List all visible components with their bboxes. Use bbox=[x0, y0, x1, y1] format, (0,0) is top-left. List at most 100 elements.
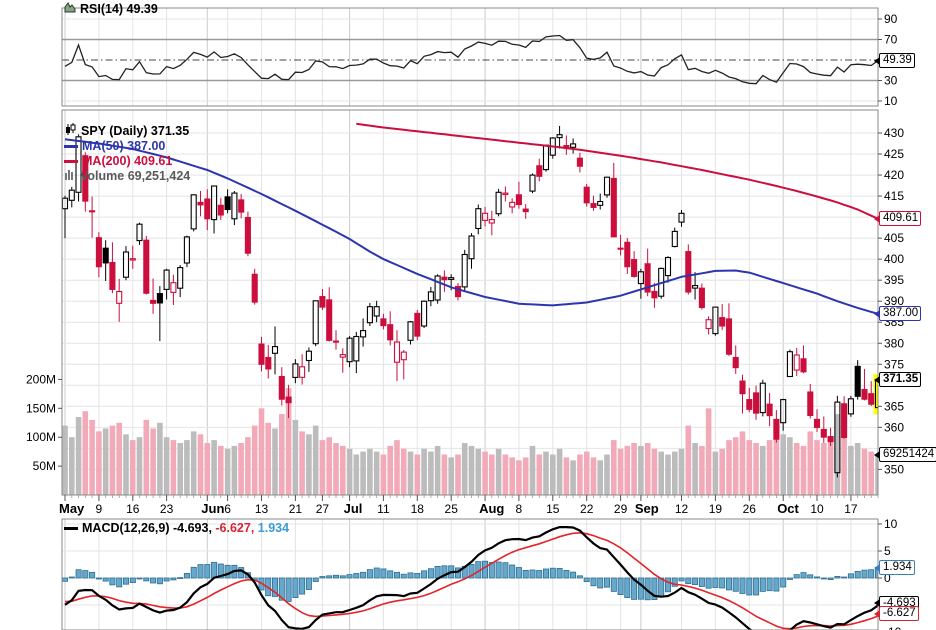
volume-bar bbox=[861, 448, 868, 495]
candle bbox=[664, 256, 672, 277]
volume-bar bbox=[841, 437, 847, 495]
candle bbox=[68, 189, 75, 201]
volume-bar bbox=[760, 445, 766, 495]
candle bbox=[360, 330, 367, 338]
volume-bar bbox=[705, 408, 712, 495]
y-tick-label: 70 bbox=[884, 33, 898, 47]
macd-hist-bar bbox=[807, 574, 814, 579]
x-tick-label: 6 bbox=[224, 502, 231, 516]
y-tick-label: 405 bbox=[884, 231, 904, 245]
candle bbox=[265, 356, 272, 370]
y-tick-label: 430 bbox=[884, 126, 904, 140]
candle bbox=[339, 354, 346, 358]
volume-bar bbox=[312, 425, 319, 495]
macd-hist-bar bbox=[271, 577, 278, 597]
macd-hist-bar bbox=[305, 577, 312, 590]
y-tick-label: 50M bbox=[33, 459, 56, 473]
ma200-legend-label: MA(200) 409.61 bbox=[82, 154, 173, 168]
volume-bar bbox=[807, 431, 814, 495]
candle bbox=[278, 375, 285, 400]
candle bbox=[448, 277, 455, 280]
macd-hist-bar bbox=[62, 577, 69, 582]
candle bbox=[211, 185, 218, 221]
y-tick-label: 415 bbox=[884, 189, 904, 203]
candle bbox=[820, 428, 827, 438]
candle bbox=[82, 155, 89, 202]
volume-bar bbox=[651, 448, 658, 495]
macd-hist-bar bbox=[712, 577, 719, 588]
y-tick-label: 150M bbox=[26, 401, 56, 415]
macd-hist-bar bbox=[441, 565, 448, 579]
macd-hist-bar bbox=[150, 577, 157, 584]
macd-hist-bar bbox=[726, 577, 733, 591]
ma200-legend: MA(200) 409.61 bbox=[64, 154, 172, 169]
volume-bar bbox=[387, 445, 393, 495]
rsi-legend-label: RSI(14) 49.39 bbox=[80, 1, 158, 16]
candle bbox=[685, 251, 692, 293]
volume-bar bbox=[495, 448, 502, 495]
macd-hist-bar bbox=[366, 569, 373, 579]
macd-hist-bar bbox=[339, 575, 346, 579]
volume-bar bbox=[793, 443, 800, 495]
macd-hist-bar bbox=[387, 570, 394, 579]
volume-bar bbox=[516, 460, 522, 495]
volume-bar bbox=[428, 451, 434, 495]
candle bbox=[109, 261, 116, 290]
candle bbox=[495, 191, 502, 215]
macd-hist-bar bbox=[68, 576, 75, 579]
macd-legend-part: 1.934 bbox=[254, 521, 290, 535]
macd-hist-bar bbox=[326, 575, 333, 579]
macd-hist-bar bbox=[529, 569, 536, 579]
volume-bar bbox=[787, 437, 793, 495]
macd-hist-bar bbox=[780, 577, 787, 588]
candle bbox=[753, 392, 760, 414]
ma50-legend-label: MA(50) 387.00 bbox=[82, 139, 166, 153]
volume-bar bbox=[367, 448, 373, 495]
x-tick-label: Jul bbox=[344, 501, 363, 516]
volume-bar bbox=[75, 417, 82, 495]
volume-bar bbox=[414, 454, 421, 495]
candle bbox=[183, 236, 190, 264]
candle bbox=[116, 290, 123, 304]
macd-hist-bar bbox=[563, 570, 570, 579]
volume-bar bbox=[333, 443, 339, 495]
macd-hist-bar bbox=[576, 575, 583, 579]
volume-bar bbox=[89, 419, 95, 495]
candle bbox=[319, 296, 326, 308]
candle bbox=[197, 201, 204, 206]
candle bbox=[427, 291, 434, 302]
macd-hist-bar bbox=[509, 564, 516, 579]
macd-hist-bar bbox=[746, 577, 753, 596]
volume-bar bbox=[644, 443, 651, 495]
macd-hist-bar bbox=[678, 577, 685, 582]
volume-bar bbox=[550, 454, 556, 495]
volume-bar bbox=[536, 454, 543, 495]
candles-layer bbox=[62, 125, 878, 478]
x-tick-label: 10 bbox=[810, 502, 824, 516]
macd-hist-bar bbox=[685, 577, 692, 585]
y-tick-label: -10 bbox=[884, 625, 902, 630]
candle bbox=[827, 436, 834, 443]
y-tick-label: 365 bbox=[884, 399, 904, 413]
macd-hist-bar bbox=[827, 577, 834, 581]
rsi-value-callout: 49.39 bbox=[874, 53, 915, 69]
y-tick-label: 5 bbox=[884, 544, 891, 558]
volume-bar bbox=[699, 445, 705, 495]
x-tick-label: 8 bbox=[516, 502, 523, 516]
x-tick-label: 23 bbox=[160, 502, 174, 516]
volume-bar bbox=[129, 440, 136, 495]
macd-legend: MACD(12,26,9) -4.693, -6.627, 1.934 bbox=[64, 521, 289, 536]
macd-hist-bar bbox=[427, 568, 434, 579]
macd-hist-bar bbox=[75, 569, 82, 579]
volume-bar bbox=[346, 448, 353, 495]
volume-bar bbox=[611, 440, 617, 495]
volume-bar bbox=[780, 434, 786, 495]
macd-hist-bar bbox=[278, 577, 285, 601]
volume-bar bbox=[400, 448, 407, 495]
x-tick-label: 16 bbox=[126, 502, 140, 516]
y-tick-label: 360 bbox=[884, 420, 904, 434]
volume-bar bbox=[306, 434, 312, 495]
volume-bar bbox=[157, 422, 163, 495]
candle bbox=[705, 319, 712, 330]
